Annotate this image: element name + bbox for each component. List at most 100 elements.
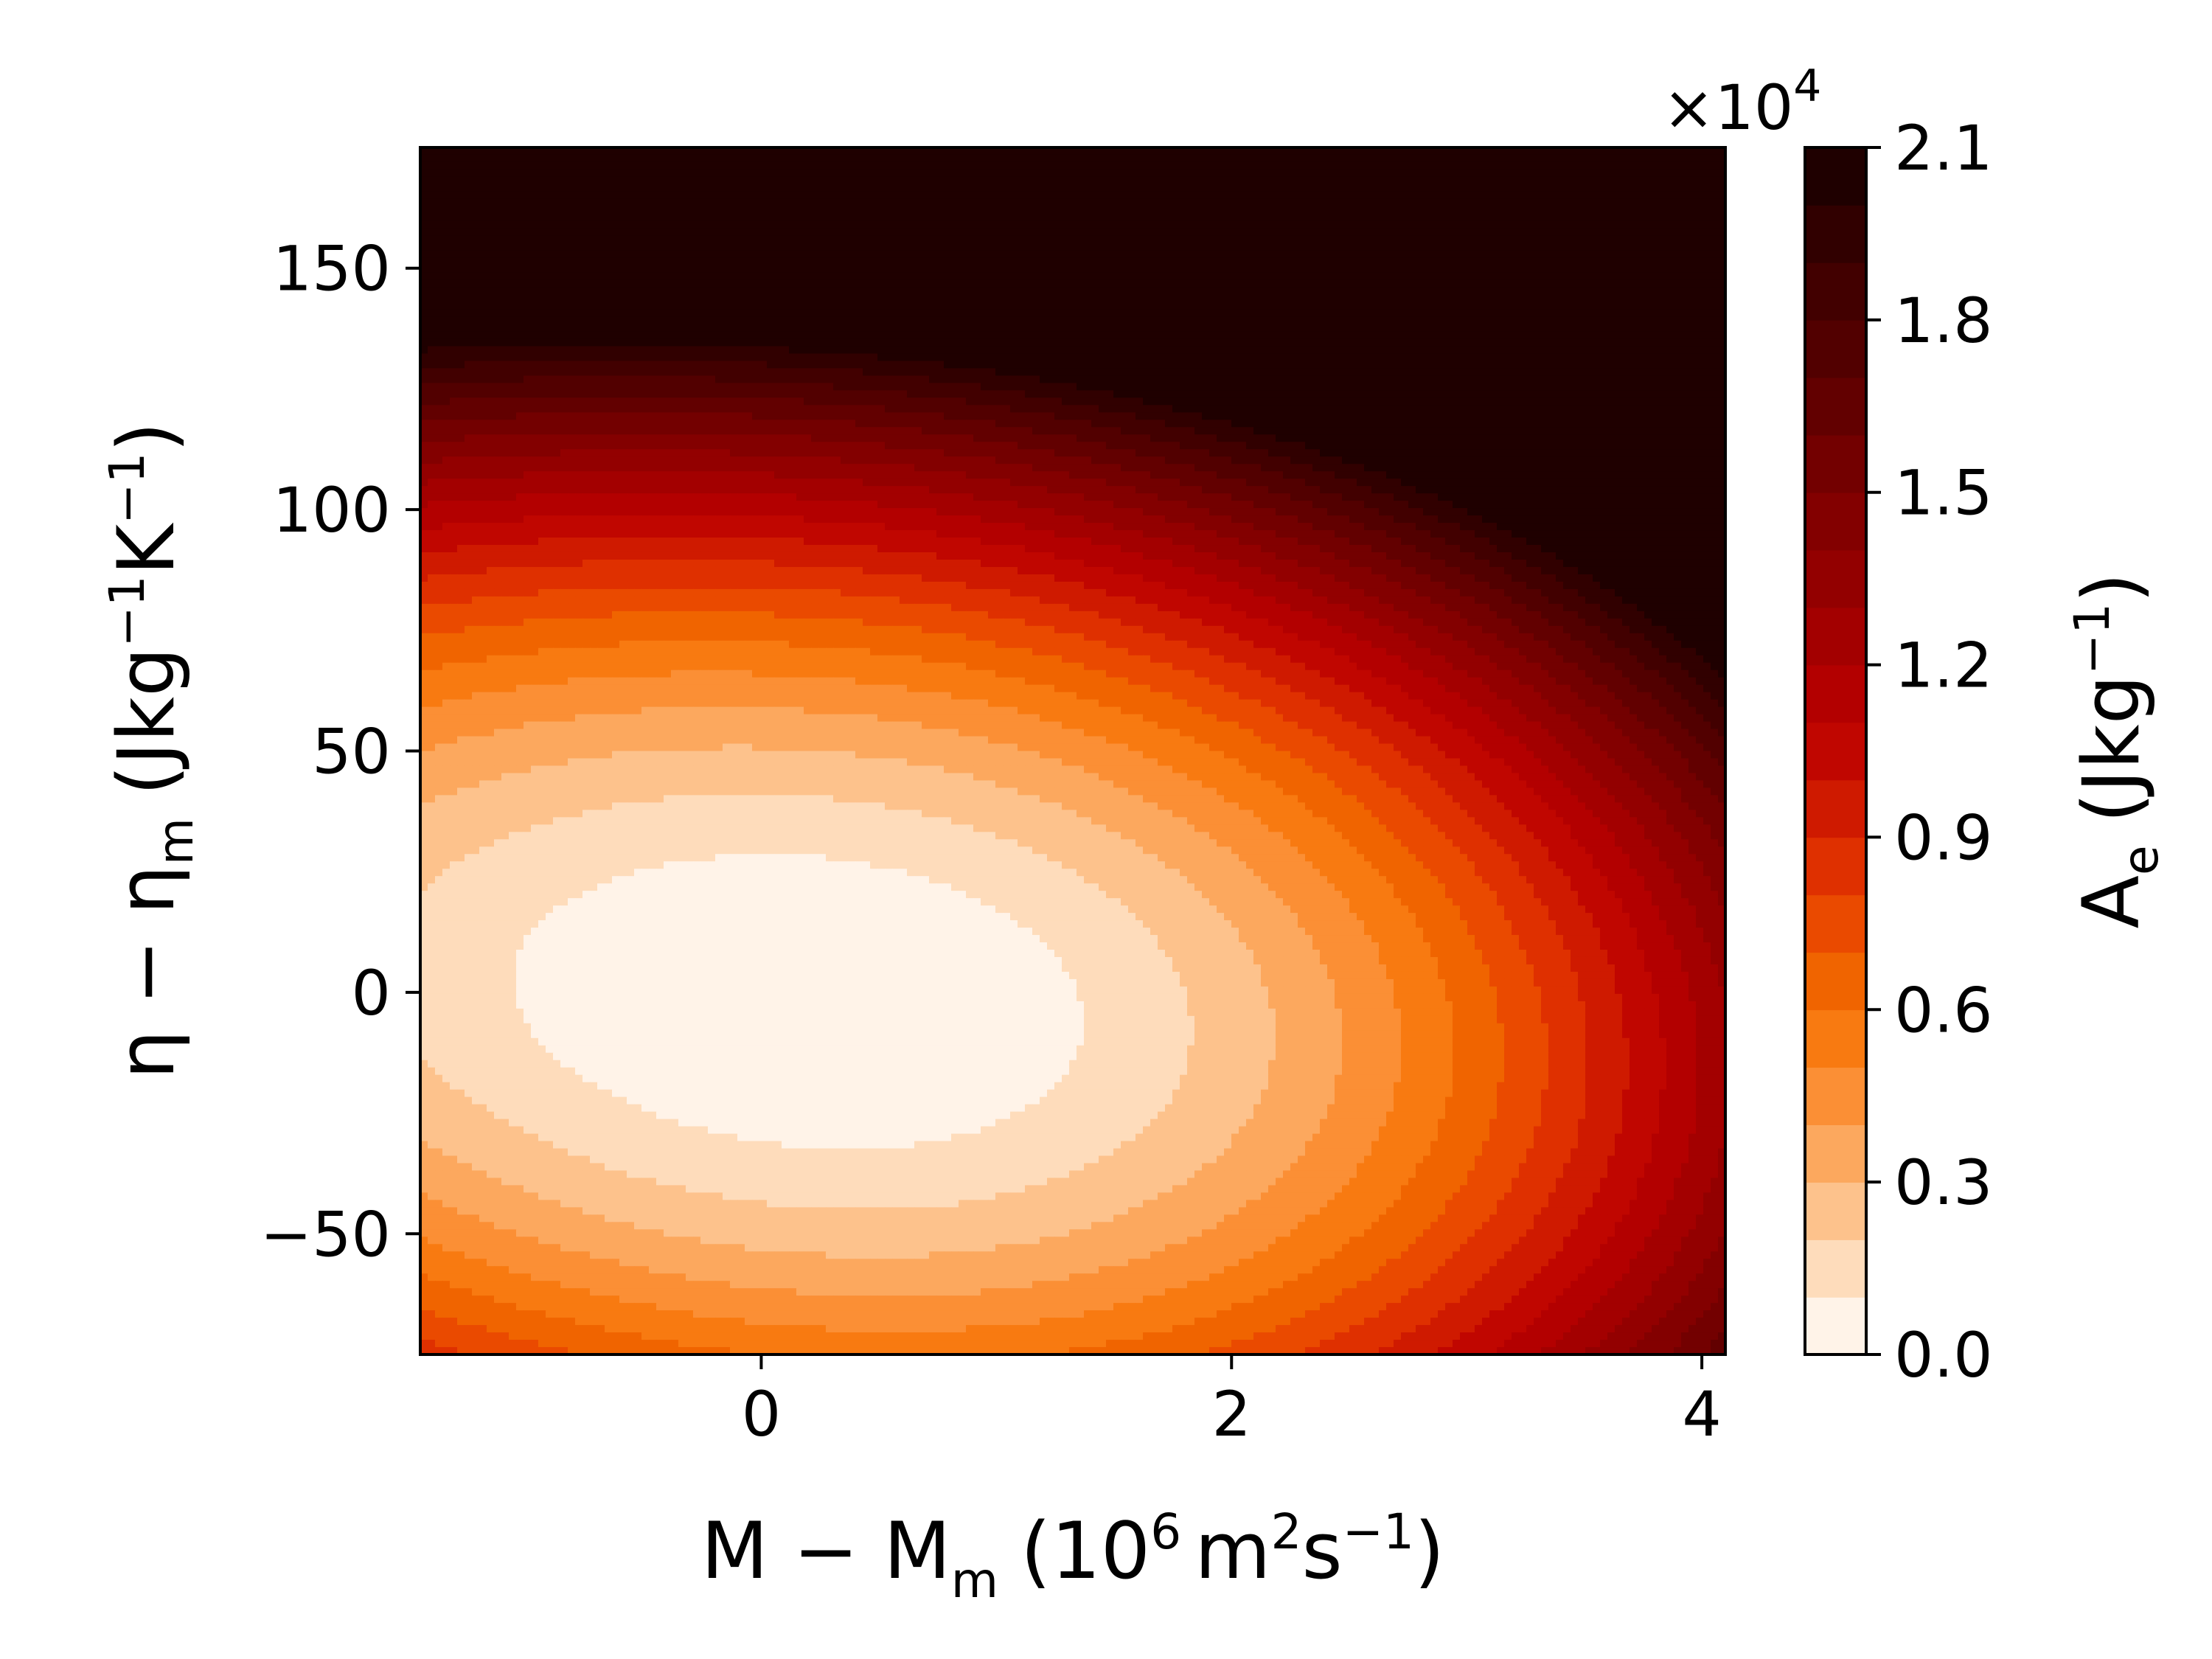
contour-cell xyxy=(1150,251,1158,259)
contour-cell xyxy=(1489,177,1498,185)
contour-cell xyxy=(664,155,672,163)
contour-cell xyxy=(1357,251,1365,259)
contour-cell xyxy=(848,192,856,200)
contour-cell xyxy=(944,310,952,318)
contour-cell xyxy=(811,206,819,215)
contour-cell xyxy=(1371,265,1380,274)
contour-cell xyxy=(1135,199,1144,207)
contour-cell xyxy=(988,251,996,259)
contour-cell xyxy=(715,347,723,355)
contour-cell xyxy=(1556,310,1564,318)
contour-cell xyxy=(582,258,591,266)
contour-cell xyxy=(855,162,863,170)
contour-cell xyxy=(1158,347,1166,355)
contour-cell xyxy=(1121,273,1129,281)
contour-cell xyxy=(855,302,863,310)
contour-cell xyxy=(1276,310,1284,318)
contour-cell xyxy=(1541,317,1549,325)
contour-cell xyxy=(1497,184,1505,192)
contour-cell xyxy=(678,265,686,274)
contour-cell xyxy=(700,162,709,170)
contour-cell xyxy=(877,258,886,266)
contour-cell xyxy=(1644,162,1652,170)
contour-cell xyxy=(1659,288,1667,296)
contour-cell xyxy=(870,192,878,200)
contour-cell xyxy=(1578,302,1586,310)
contour-cell xyxy=(1018,199,1026,207)
contour-cell xyxy=(1010,258,1018,266)
contour-cell xyxy=(973,339,981,347)
contour-cell xyxy=(597,265,605,274)
contour-cell xyxy=(1069,317,1077,325)
contour-cell xyxy=(1475,236,1483,244)
contour-cell xyxy=(457,192,465,200)
contour-cell xyxy=(597,347,605,355)
contour-cell xyxy=(560,310,568,318)
contour-cell xyxy=(568,243,576,251)
contour-cell xyxy=(664,324,672,333)
contour-cell xyxy=(959,184,967,192)
contour-cell xyxy=(1047,177,1055,185)
contour-cell xyxy=(1593,273,1601,281)
contour-cell xyxy=(1099,214,1107,222)
contour-cell xyxy=(1121,317,1129,325)
contour-cell xyxy=(1032,199,1040,207)
contour-cell xyxy=(1113,317,1121,325)
contour-cell xyxy=(907,155,915,163)
contour-cell xyxy=(678,221,686,229)
contour-cell xyxy=(1696,295,1704,303)
contour-cell xyxy=(973,170,981,178)
contour-cell xyxy=(472,310,480,318)
contour-cell xyxy=(1298,317,1306,325)
contour-cell xyxy=(1585,265,1593,274)
contour-cell xyxy=(1335,273,1343,281)
contour-cell xyxy=(516,353,524,361)
contour-cell xyxy=(465,214,473,222)
contour-cell xyxy=(1681,317,1689,325)
contour-cell xyxy=(1172,251,1180,259)
contour-cell xyxy=(1121,310,1129,318)
contour-cell xyxy=(1711,199,1719,207)
contour-cell xyxy=(818,199,827,207)
contour-cell xyxy=(1202,199,1210,207)
contour-cell xyxy=(1379,206,1387,215)
contour-cell xyxy=(1416,324,1424,333)
contour-cell xyxy=(1475,206,1483,215)
contour-cell xyxy=(708,295,716,303)
contour-cell xyxy=(612,236,620,244)
contour-cell xyxy=(1408,199,1416,207)
contour-cell xyxy=(818,243,827,251)
contour-cell xyxy=(966,214,974,222)
contour-cell xyxy=(1357,214,1365,222)
contour-cell xyxy=(1298,332,1306,340)
contour-cell xyxy=(1040,317,1048,325)
contour-cell xyxy=(826,199,834,207)
contour-cell xyxy=(442,162,451,170)
contour-cell xyxy=(922,192,930,200)
contour-cell xyxy=(524,353,532,361)
contour-cell xyxy=(582,221,591,229)
contour-cell xyxy=(671,324,679,333)
contour-cell xyxy=(988,258,996,266)
contour-cell xyxy=(1541,265,1549,274)
contour-cell xyxy=(582,236,591,244)
contour-cell xyxy=(1364,302,1372,310)
contour-cell xyxy=(730,295,738,303)
contour-cell xyxy=(487,162,495,170)
contour-cell xyxy=(789,265,797,274)
contour-cell xyxy=(1135,243,1144,251)
contour-cell xyxy=(1231,347,1239,355)
contour-cell xyxy=(1578,199,1586,207)
contour-cell xyxy=(1652,265,1660,274)
contour-cell xyxy=(1371,310,1380,318)
contour-cell xyxy=(1180,332,1188,340)
contour-cell xyxy=(1099,251,1107,259)
contour-cell xyxy=(479,170,487,178)
contour-cell xyxy=(818,162,827,170)
contour-cell xyxy=(951,243,959,251)
contour-cell xyxy=(1209,155,1217,163)
contour-cell xyxy=(1113,243,1121,251)
contour-cell xyxy=(1615,236,1623,244)
contour-cell xyxy=(929,177,937,185)
contour-cell xyxy=(1652,214,1660,222)
